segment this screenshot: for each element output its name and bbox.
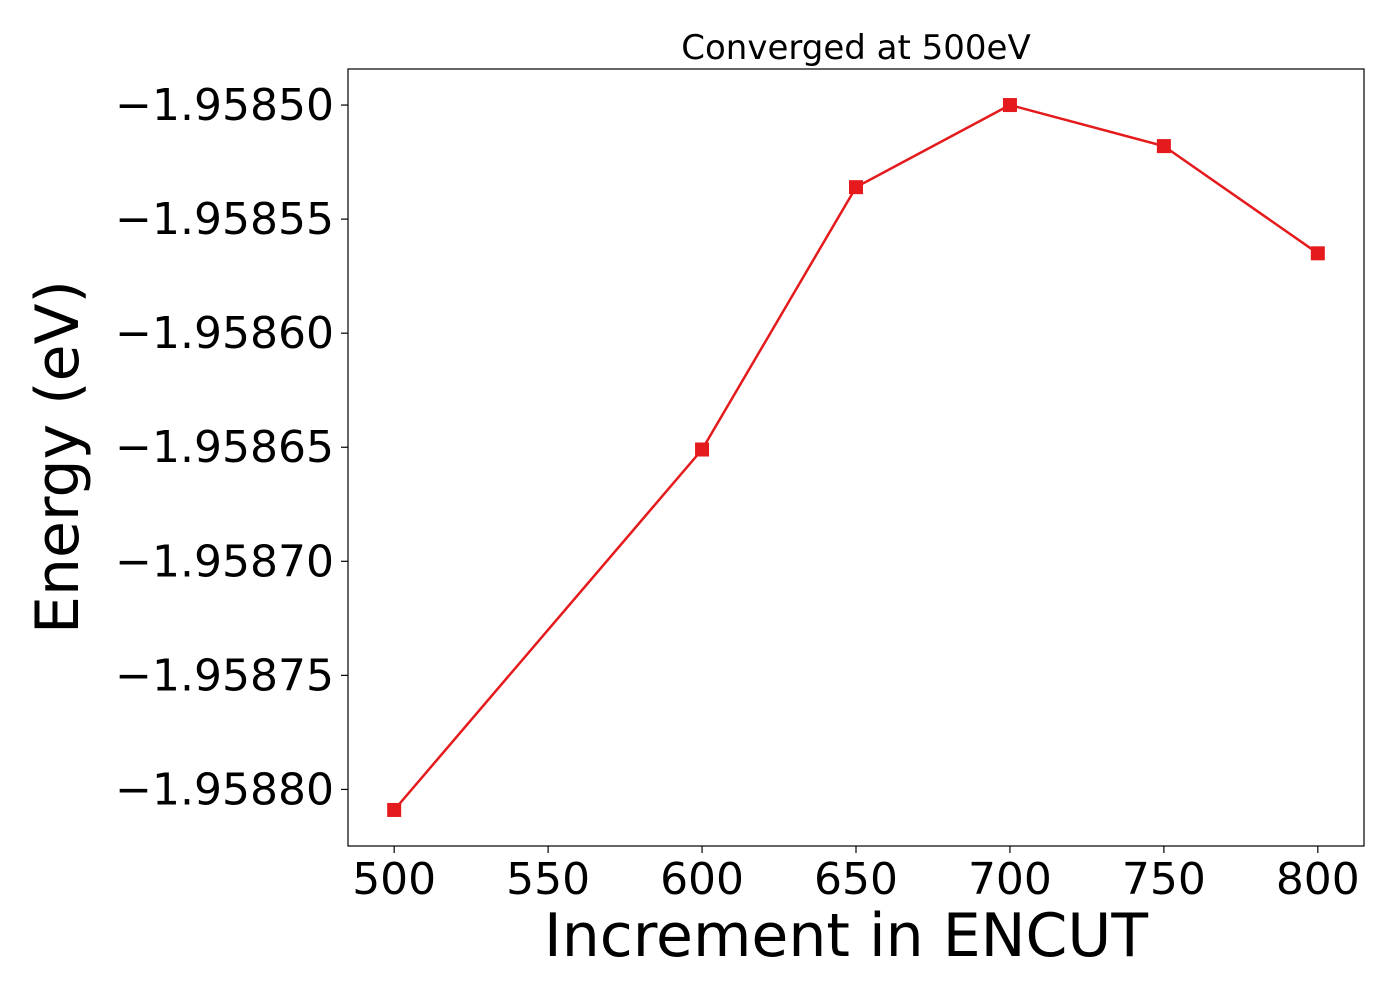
y-tick-label: −1.95855 [115,194,334,245]
x-tick-label: 650 [814,854,898,905]
y-tick-label: −1.95875 [115,650,334,701]
y-axis-title: Energy (eV) [23,280,93,634]
data-point-marker [1310,246,1325,261]
x-tick-label: 500 [352,854,436,905]
series-line [393,103,1319,811]
data-point-marker [695,442,710,457]
y-tick-label: −1.95860 [115,308,334,359]
x-axis-title: Increment in ENCUT [544,901,1148,971]
y-tick-label: −1.95865 [115,422,334,473]
data-point-marker [1156,139,1171,154]
data-point-marker [387,802,402,817]
y-axis: −1.95850 −1.95855 −1.95860 −1.95865 −1.95870… [115,80,348,815]
x-tick-label: 550 [506,854,590,905]
y-tick-label: −1.95880 [115,764,334,815]
x-axis: 500 550 600 650 700 750 800 [352,846,1360,905]
x-tick-label: 700 [968,854,1052,905]
x-tick-label: 800 [1276,854,1360,905]
data-point-marker [849,180,863,195]
series-markers [387,98,1325,817]
y-tick-label: −1.95870 [115,536,334,587]
x-tick-label: 600 [660,854,744,905]
x-tick-label: 750 [1122,854,1206,905]
data-point-marker [1002,98,1017,113]
chart-title: Converged at 500eV [681,28,1030,68]
y-tick-label: −1.95850 [115,80,334,131]
